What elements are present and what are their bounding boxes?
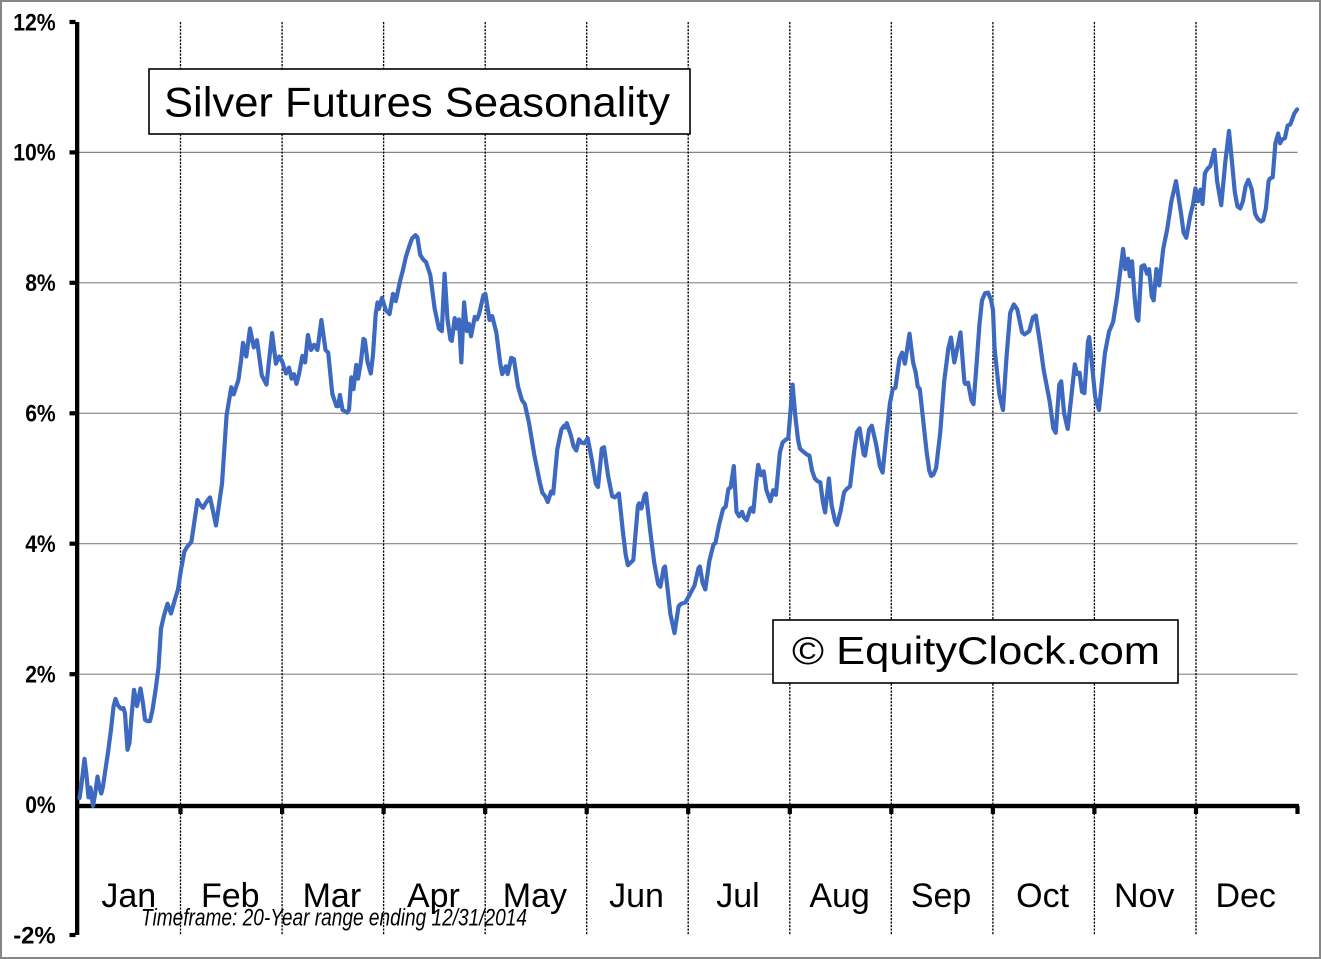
svg-text:6%: 6% <box>25 401 56 428</box>
svg-text:Feb: Feb <box>201 877 260 915</box>
svg-text:Jul: Jul <box>716 877 759 915</box>
svg-text:12%: 12% <box>13 9 56 36</box>
svg-text:May: May <box>503 877 567 915</box>
svg-text:Timeframe: 20-Year range endin: Timeframe: 20-Year range ending 12/31/20… <box>141 905 527 932</box>
svg-text:Nov: Nov <box>1114 877 1174 915</box>
svg-text:Jun: Jun <box>609 877 664 915</box>
svg-text:Jan: Jan <box>101 877 156 915</box>
svg-text:Apr: Apr <box>407 877 460 915</box>
svg-text:0%: 0% <box>25 792 56 819</box>
svg-text:2%: 2% <box>25 662 56 689</box>
svg-text:© EquityClock.com: © EquityClock.com <box>792 630 1160 673</box>
svg-text:4%: 4% <box>25 531 56 558</box>
svg-text:Mar: Mar <box>303 877 362 915</box>
svg-text:Sep: Sep <box>911 877 972 915</box>
svg-text:8%: 8% <box>25 270 56 297</box>
svg-text:Silver Futures Seasonality: Silver Futures Seasonality <box>164 79 670 126</box>
svg-text:Aug: Aug <box>809 877 870 915</box>
svg-text:-2%: -2% <box>13 922 56 949</box>
svg-text:Dec: Dec <box>1215 877 1275 915</box>
svg-text:Oct: Oct <box>1016 877 1069 915</box>
svg-text:10%: 10% <box>13 140 56 167</box>
